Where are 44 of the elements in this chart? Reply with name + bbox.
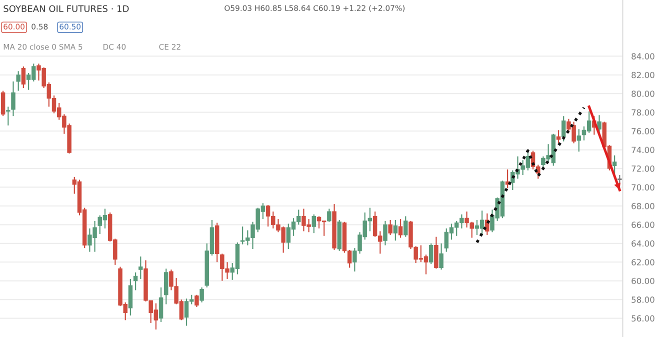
y-tick-label: 68.00 (632, 202, 654, 210)
candlestick (6, 106, 10, 126)
candlestick (312, 214, 316, 234)
y-tick-label: 78.00 (632, 109, 654, 116)
candlestick (393, 219, 398, 242)
candlestick (576, 128, 581, 152)
y-tick-label: 56.00 (632, 315, 654, 322)
candlestick (561, 116, 566, 142)
candlestick (200, 286, 204, 303)
candlestick (327, 208, 332, 222)
candlestick (0, 90, 6, 117)
y-tick-label: 74.00 (632, 146, 654, 154)
y-tick-label: 64.00 (632, 240, 654, 247)
candlestick (16, 70, 20, 92)
candlestick (21, 66, 26, 89)
candlestick (158, 286, 164, 323)
candlestick (434, 236, 438, 270)
candlestick (597, 114, 602, 134)
candlestick (383, 220, 388, 246)
y-tick-label: 84.00 (632, 53, 654, 60)
line-series (476, 106, 586, 244)
chart-title: SOYBEAN OIL FUTURES · 1D (4, 5, 129, 12)
y-tick-label: 70.00 (632, 184, 654, 191)
candlestick (428, 242, 434, 265)
y-tick-label: 60.00 (632, 278, 654, 284)
y-tick-label: 82.00 (632, 72, 654, 78)
candlestick (128, 278, 133, 316)
candlestick (133, 272, 138, 291)
y-tick-label: 80.00 (632, 90, 654, 97)
candlestick (612, 154, 617, 175)
candlestick (439, 242, 444, 270)
candlestick (404, 216, 408, 238)
candlestick (138, 256, 143, 280)
y-tick-label: 66.00 (632, 222, 654, 228)
candlestick (194, 294, 199, 308)
candlestick (388, 219, 392, 236)
candlestick (11, 80, 16, 117)
candlestick (398, 218, 403, 238)
y-tick-label: 72.00 (632, 165, 654, 172)
y-tick-label: 62.00 (632, 259, 654, 266)
candlestick (556, 130, 561, 144)
y-tick-label: 58.00 (632, 296, 654, 303)
candlestick (164, 268, 168, 305)
y-tick-label: 76.00 (632, 128, 654, 134)
